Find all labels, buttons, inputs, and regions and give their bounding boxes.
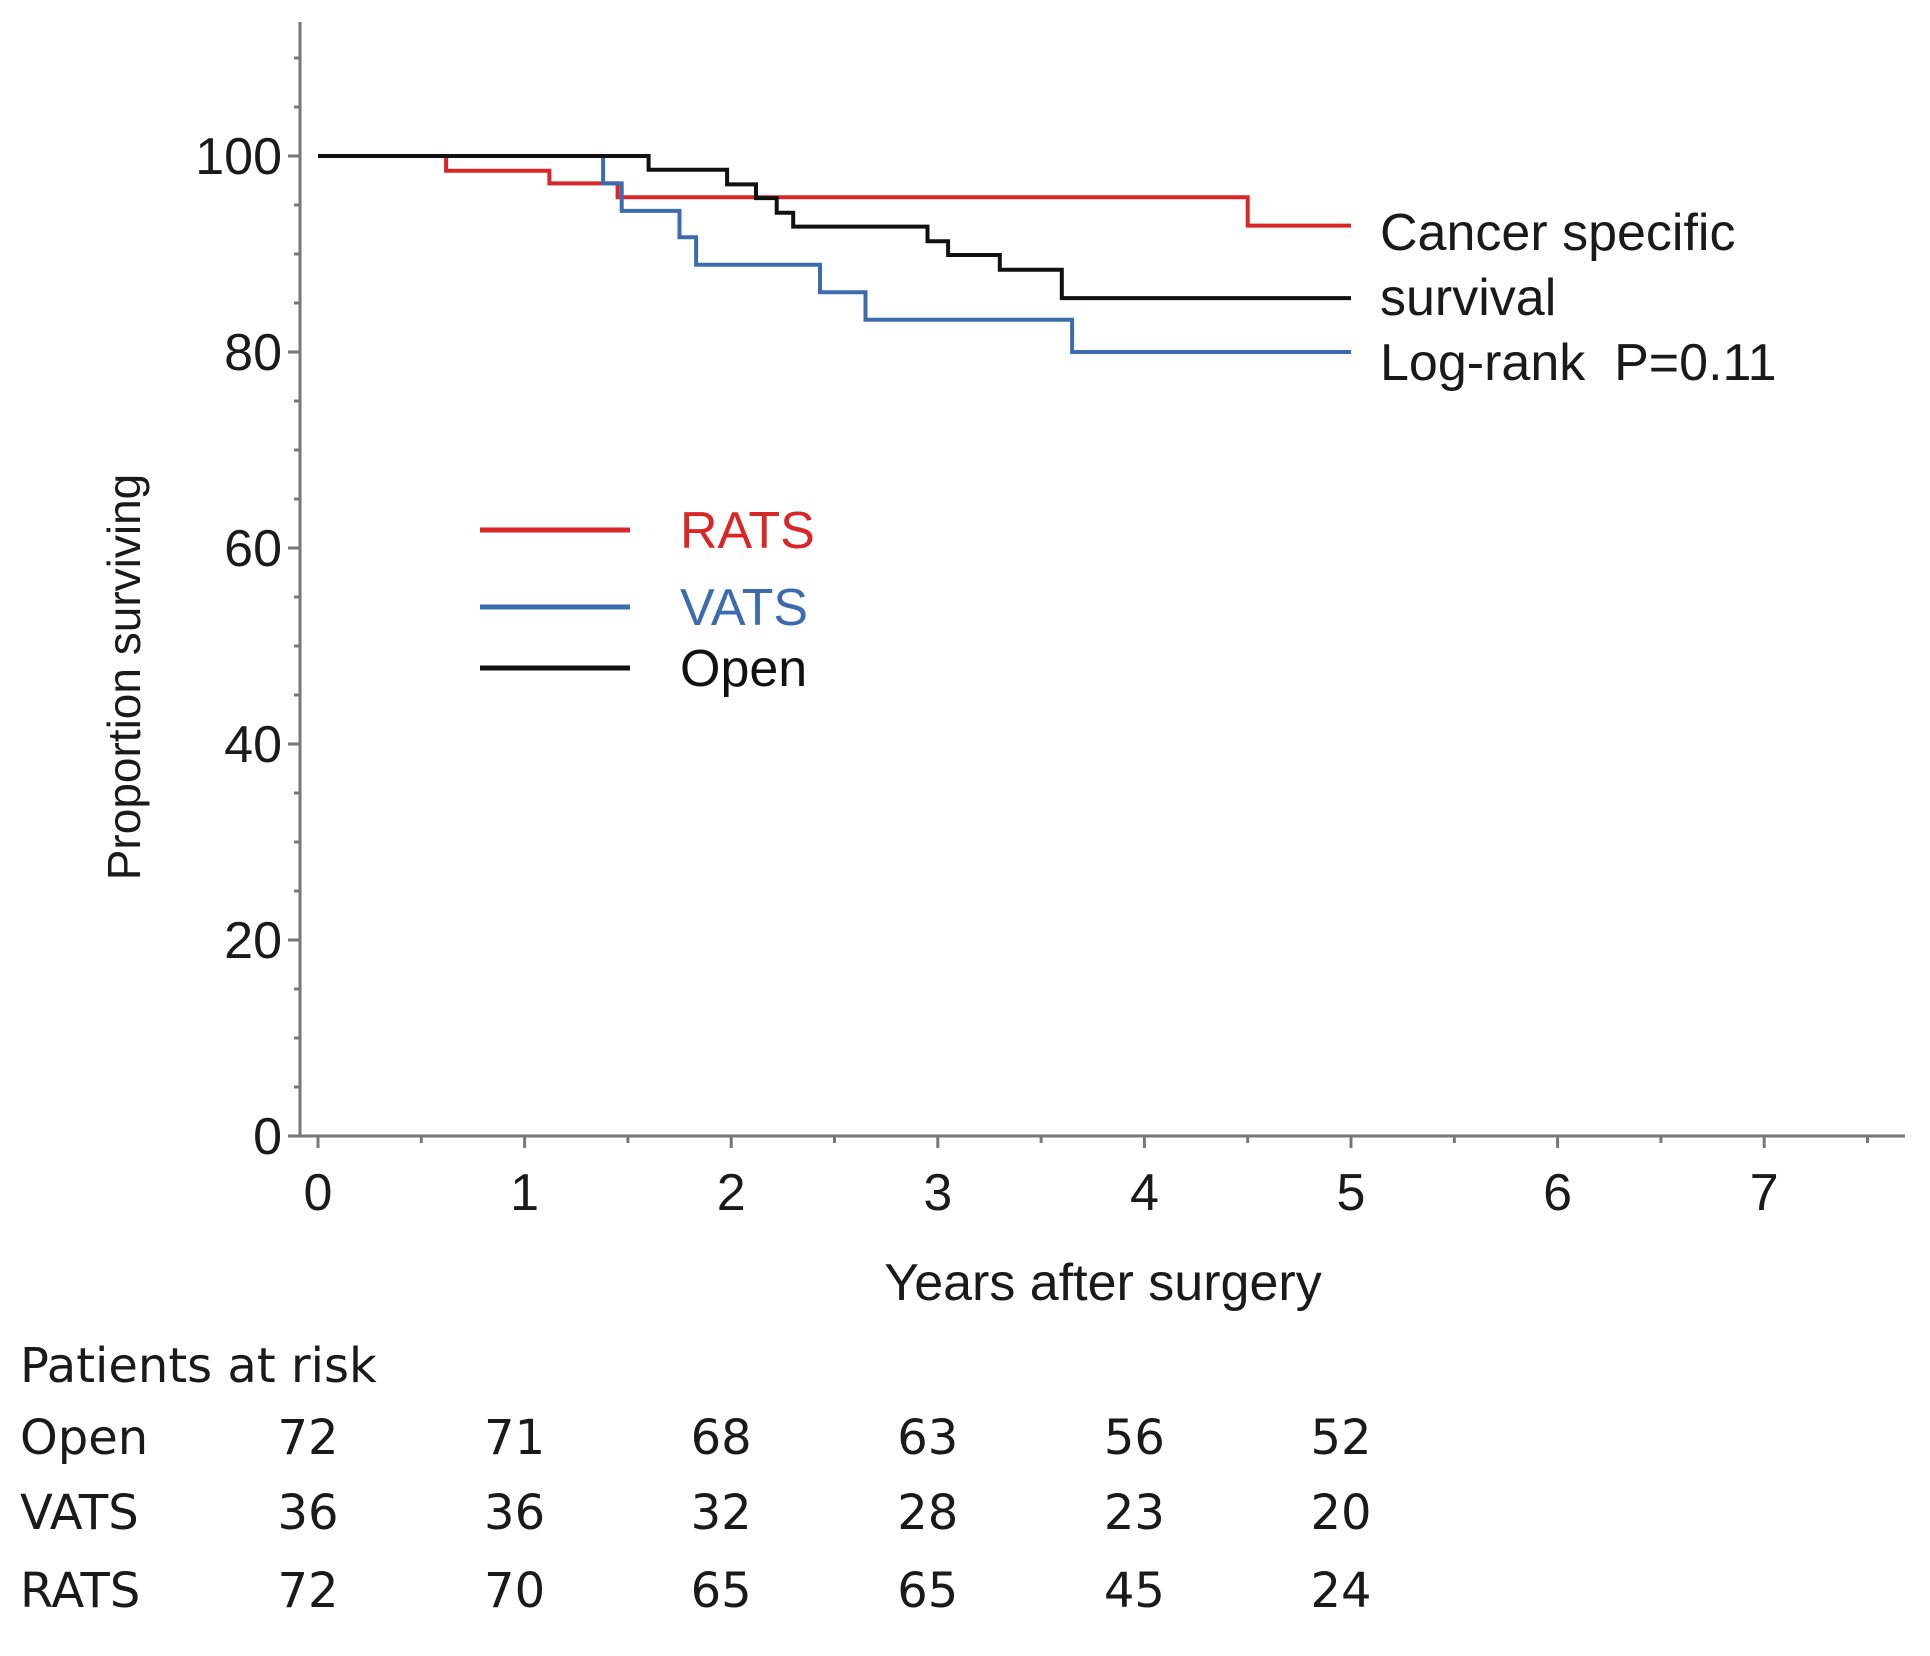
- y-tick-label: 60: [224, 520, 282, 578]
- x-tick-label: 4: [1130, 1164, 1159, 1222]
- x-tick-label: 1: [510, 1164, 539, 1222]
- risk-row-label: RATS: [20, 1563, 141, 1619]
- risk-cell: 23: [1103, 1485, 1165, 1541]
- risk-cell: 65: [690, 1563, 752, 1619]
- y-tick-label: 20: [224, 912, 282, 970]
- x-tick-label: 2: [717, 1164, 746, 1222]
- risk-cell: 72: [277, 1563, 339, 1619]
- risk-cell: 70: [484, 1563, 546, 1619]
- annotation-line-2: survival: [1380, 269, 1556, 327]
- risk-cell: 36: [484, 1485, 546, 1541]
- risk-cell: 65: [897, 1563, 959, 1619]
- series-line-rats: [318, 154, 1351, 228]
- axes: 0 20 40 60 80 100 0 1 2 3 4 5 6 7: [195, 22, 1905, 1222]
- risk-cell: 72: [277, 1410, 339, 1466]
- x-tick-label: 0: [304, 1164, 333, 1222]
- y-tick-label: 100: [195, 128, 282, 186]
- legend-label-open: Open: [680, 640, 807, 698]
- legend-label-rats: RATS: [680, 502, 815, 560]
- x-tick-label: 5: [1337, 1164, 1366, 1222]
- risk-table: Patients at risk Open 72 71 68 63 56 52 VATS 36 3…: [0, 1330, 1930, 1650]
- risk-row-label: Open: [20, 1410, 149, 1466]
- y-axis-title: Proportion surviving: [98, 474, 150, 881]
- risk-row-rats: RATS 72 70 65 65 45 24: [0, 1563, 1930, 1633]
- risk-cell: 52: [1310, 1410, 1372, 1466]
- x-axis-title: Years after surgery: [884, 1254, 1321, 1312]
- risk-row-vats: VATS 36 36 32 28 23 20: [0, 1485, 1930, 1555]
- annotation-pvalue: Log-rank P=0.11: [1380, 334, 1777, 392]
- risk-cell: 24: [1310, 1563, 1372, 1619]
- x-tick-label: 3: [923, 1164, 952, 1222]
- risk-cell: 56: [1103, 1410, 1165, 1466]
- annotation-line-1: Cancer specific: [1380, 204, 1735, 262]
- risk-cell: 68: [690, 1410, 752, 1466]
- risk-cell: 20: [1310, 1485, 1372, 1541]
- series-line-vats: [318, 154, 1351, 354]
- risk-cell: 71: [484, 1410, 546, 1466]
- risk-cell: 45: [1103, 1563, 1165, 1619]
- risk-row-open: Open 72 71 68 63 56 52: [0, 1410, 1930, 1480]
- x-tick-label: 6: [1543, 1164, 1572, 1222]
- risk-cell: 63: [897, 1410, 959, 1466]
- risk-row-label: VATS: [20, 1485, 139, 1541]
- legend-label-vats: VATS: [680, 579, 808, 637]
- risk-table-title: Patients at risk: [20, 1338, 377, 1394]
- risk-cell: 28: [897, 1485, 959, 1541]
- x-tick-label: 7: [1750, 1164, 1779, 1222]
- series-group: [318, 154, 1351, 354]
- annotations: Cancer specific survival Log-rank P=0.11: [1380, 204, 1777, 392]
- y-tick-label: 0: [253, 1108, 282, 1166]
- risk-cell: 36: [277, 1485, 339, 1541]
- risk-cell: 32: [690, 1485, 752, 1541]
- series-line-open: [318, 154, 1351, 301]
- y-tick-label: 80: [224, 324, 282, 382]
- y-tick-label: 40: [224, 716, 282, 774]
